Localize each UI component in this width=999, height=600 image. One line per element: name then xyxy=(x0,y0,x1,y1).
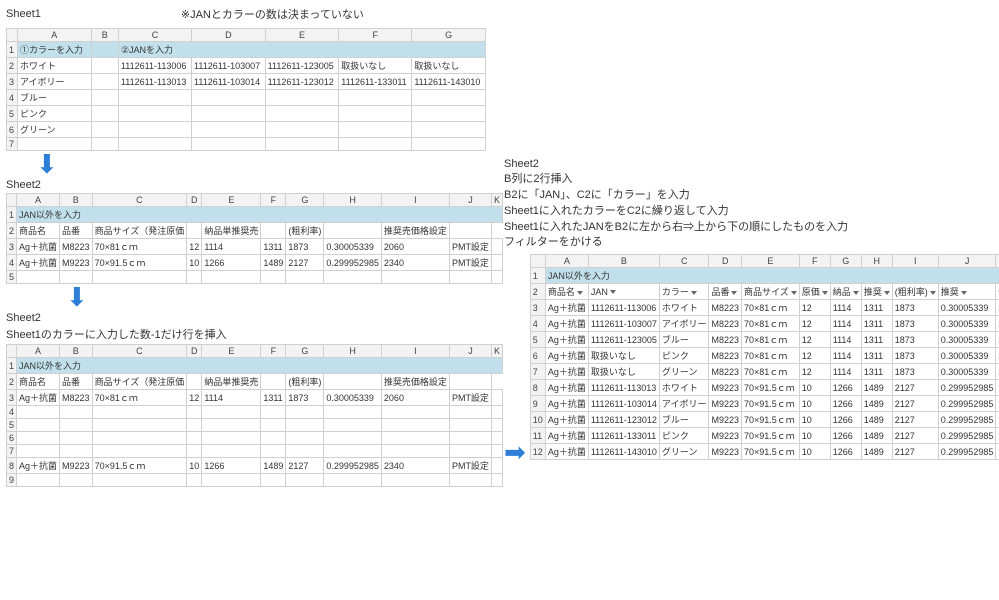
filter-header[interactable]: (粗利率) xyxy=(892,284,938,300)
sheet2-table-top[interactable]: ABCDEFGHIJK1JAN以外を入力2商品名品番商品サイズ（発注原価納品単推… xyxy=(6,193,503,284)
arrow-down-icon: ⬇ xyxy=(6,151,486,177)
filter-header[interactable]: 納品 xyxy=(830,284,861,300)
filter-header[interactable]: 商品サイズ xyxy=(742,284,800,300)
sheet2-table-bottom[interactable]: ABCDEFGHIJK1JAN以外を入力2商品名品番商品サイズ（発注原価納品単推… xyxy=(6,344,503,487)
filter-header[interactable]: 品番 xyxy=(709,284,742,300)
instr-line: Sheet1に入れたJANをB2に左から右⇒上から下の順にしたものを入力 xyxy=(504,220,994,235)
filter-header[interactable]: JAN xyxy=(588,284,659,300)
sheet1-table[interactable]: ABCDEFG1①カラーを入力②JANを入力2ホワイト1112611-11300… xyxy=(6,28,486,151)
result-table[interactable]: ABCDEFGHIJKL1JAN以外を入力2商品名JANカラー品番商品サイズ原価… xyxy=(530,254,999,460)
filter-header[interactable]: 原価 xyxy=(799,284,830,300)
note: ※JANとカラーの数は決まっていない xyxy=(181,6,364,22)
filter-header[interactable]: 推奨 xyxy=(938,284,996,300)
filter-header[interactable]: 商品名 xyxy=(545,284,588,300)
sheet2-label-c: Sheet2 xyxy=(504,158,994,170)
arrow-right-icon: ➡ xyxy=(504,439,526,465)
instr-line: B列に2行挿入 xyxy=(504,172,994,187)
filter-header[interactable]: カラー xyxy=(659,284,709,300)
instr-line: B2に「JAN」、C2に「カラー」を入力 xyxy=(504,188,994,203)
instr-line: Sheet1に入れたカラーをC2に繰り返して入力 xyxy=(504,204,994,219)
instructions: B列に2行挿入 B2に「JAN」、C2に「カラー」を入力 Sheet1に入れたカ… xyxy=(504,172,994,250)
instr-line: フィルターをかける xyxy=(504,235,994,250)
sheet2-label-b: Sheet2 xyxy=(6,312,486,324)
sheet1-label: Sheet1 xyxy=(6,8,41,20)
sheet2-label-a: Sheet2 xyxy=(6,179,486,191)
arrow-down-icon: ⬇ xyxy=(6,284,486,310)
filter-header[interactable]: 推奨 xyxy=(861,284,892,300)
mid-caption: Sheet1のカラーに入力した数-1だけ行を挿入 xyxy=(6,326,486,342)
